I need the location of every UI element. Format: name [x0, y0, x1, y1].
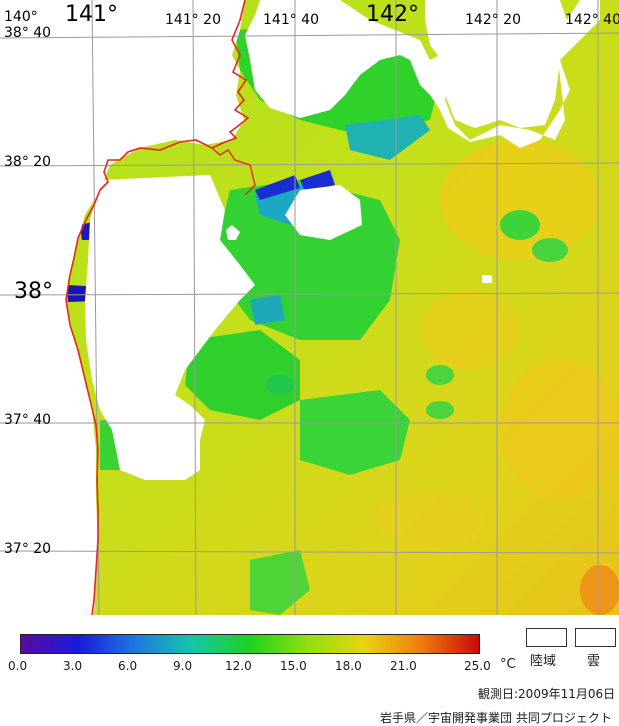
sea-surface-temperature-map: 140° 141° 141° 20 141° 40 142° 142° 20 1…	[0, 0, 619, 615]
colorbar-tick: 15.0	[280, 659, 307, 673]
lat-label-37-20: 37° 20	[4, 541, 52, 557]
land-legend-label: 陸域	[530, 654, 557, 669]
lon-label-141-40: 141° 40	[263, 12, 319, 28]
colorbar-tick: 6.0	[118, 659, 138, 673]
lat-label-38-40: 38° 40	[4, 25, 52, 41]
land-legend-swatch	[526, 628, 567, 647]
observation-date: 観測日:2009年11月06日	[478, 687, 616, 701]
bay-coastline	[211, 147, 256, 196]
lat-label-38: 38°	[14, 279, 53, 304]
cloud-legend-swatch	[575, 628, 616, 647]
warm-patches	[375, 140, 619, 615]
colorbar-tick: 12.0	[225, 659, 252, 673]
colorbar-tick: 3.0	[63, 659, 83, 673]
lon-label-142-20: 142° 20	[465, 12, 521, 28]
lon-label-141-20: 141° 20	[165, 12, 221, 28]
lon-label-141: 141°	[65, 2, 118, 27]
colorbar-tick: 18.0	[335, 659, 362, 673]
graticule	[0, 0, 619, 615]
lat-label-37-40: 37° 40	[4, 412, 52, 428]
project-credit: 岩手県／宇宙開発事業団 共同プロジェクト	[380, 711, 612, 725]
lon-label-142: 142°	[366, 2, 419, 27]
coastline	[65, 0, 250, 615]
lon-label-140: 140°	[4, 9, 38, 25]
land-and-cloud	[0, 0, 600, 615]
temperature-colorbar	[20, 634, 480, 654]
temperature-unit: °C	[500, 657, 516, 672]
lon-label-142-40: 142° 40	[565, 12, 619, 28]
colorbar-tick: 21.0	[390, 659, 417, 673]
colorbar-tick: 9.0	[173, 659, 193, 673]
colorbar-tick: 0.0	[8, 659, 28, 673]
lat-label-38-20: 38° 20	[4, 154, 52, 170]
colorbar-tick: 25.0	[464, 659, 491, 673]
cloud-legend-label: 雲	[587, 654, 601, 669]
